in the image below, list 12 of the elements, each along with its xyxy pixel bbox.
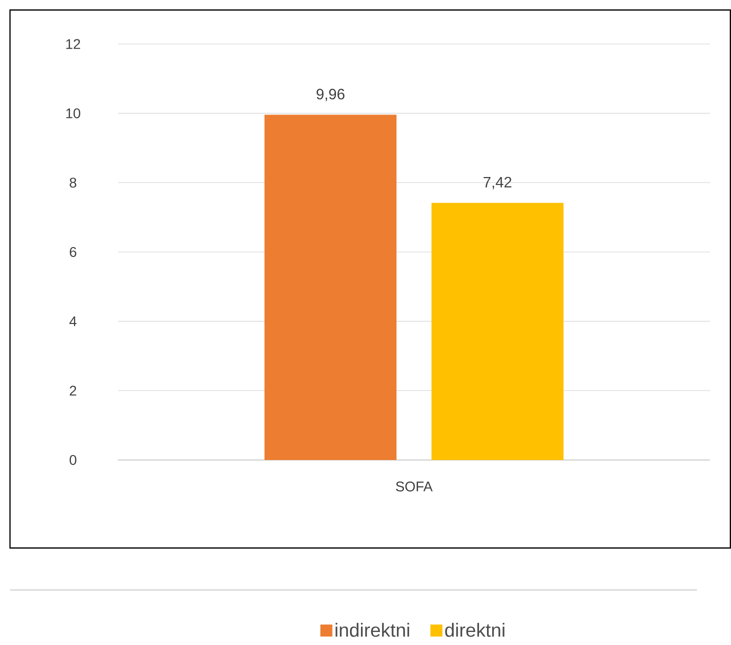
y-tick-label: 6: [70, 247, 76, 257]
y-tick-label: 10: [66, 108, 80, 118]
data-label: 9,96: [316, 88, 344, 102]
y-tick-label: 2: [70, 386, 76, 396]
x-tick-label: SOFA: [396, 482, 433, 492]
y-tick-label: 8: [70, 178, 76, 188]
data-label: 7,42: [484, 176, 512, 190]
y-tick-label: 0: [70, 455, 76, 465]
legend-label: direktni: [445, 622, 504, 637]
legend-label: indirektni: [336, 622, 410, 637]
y-tick-label: 12: [66, 39, 80, 49]
y-tick-label: 4: [69, 316, 76, 326]
